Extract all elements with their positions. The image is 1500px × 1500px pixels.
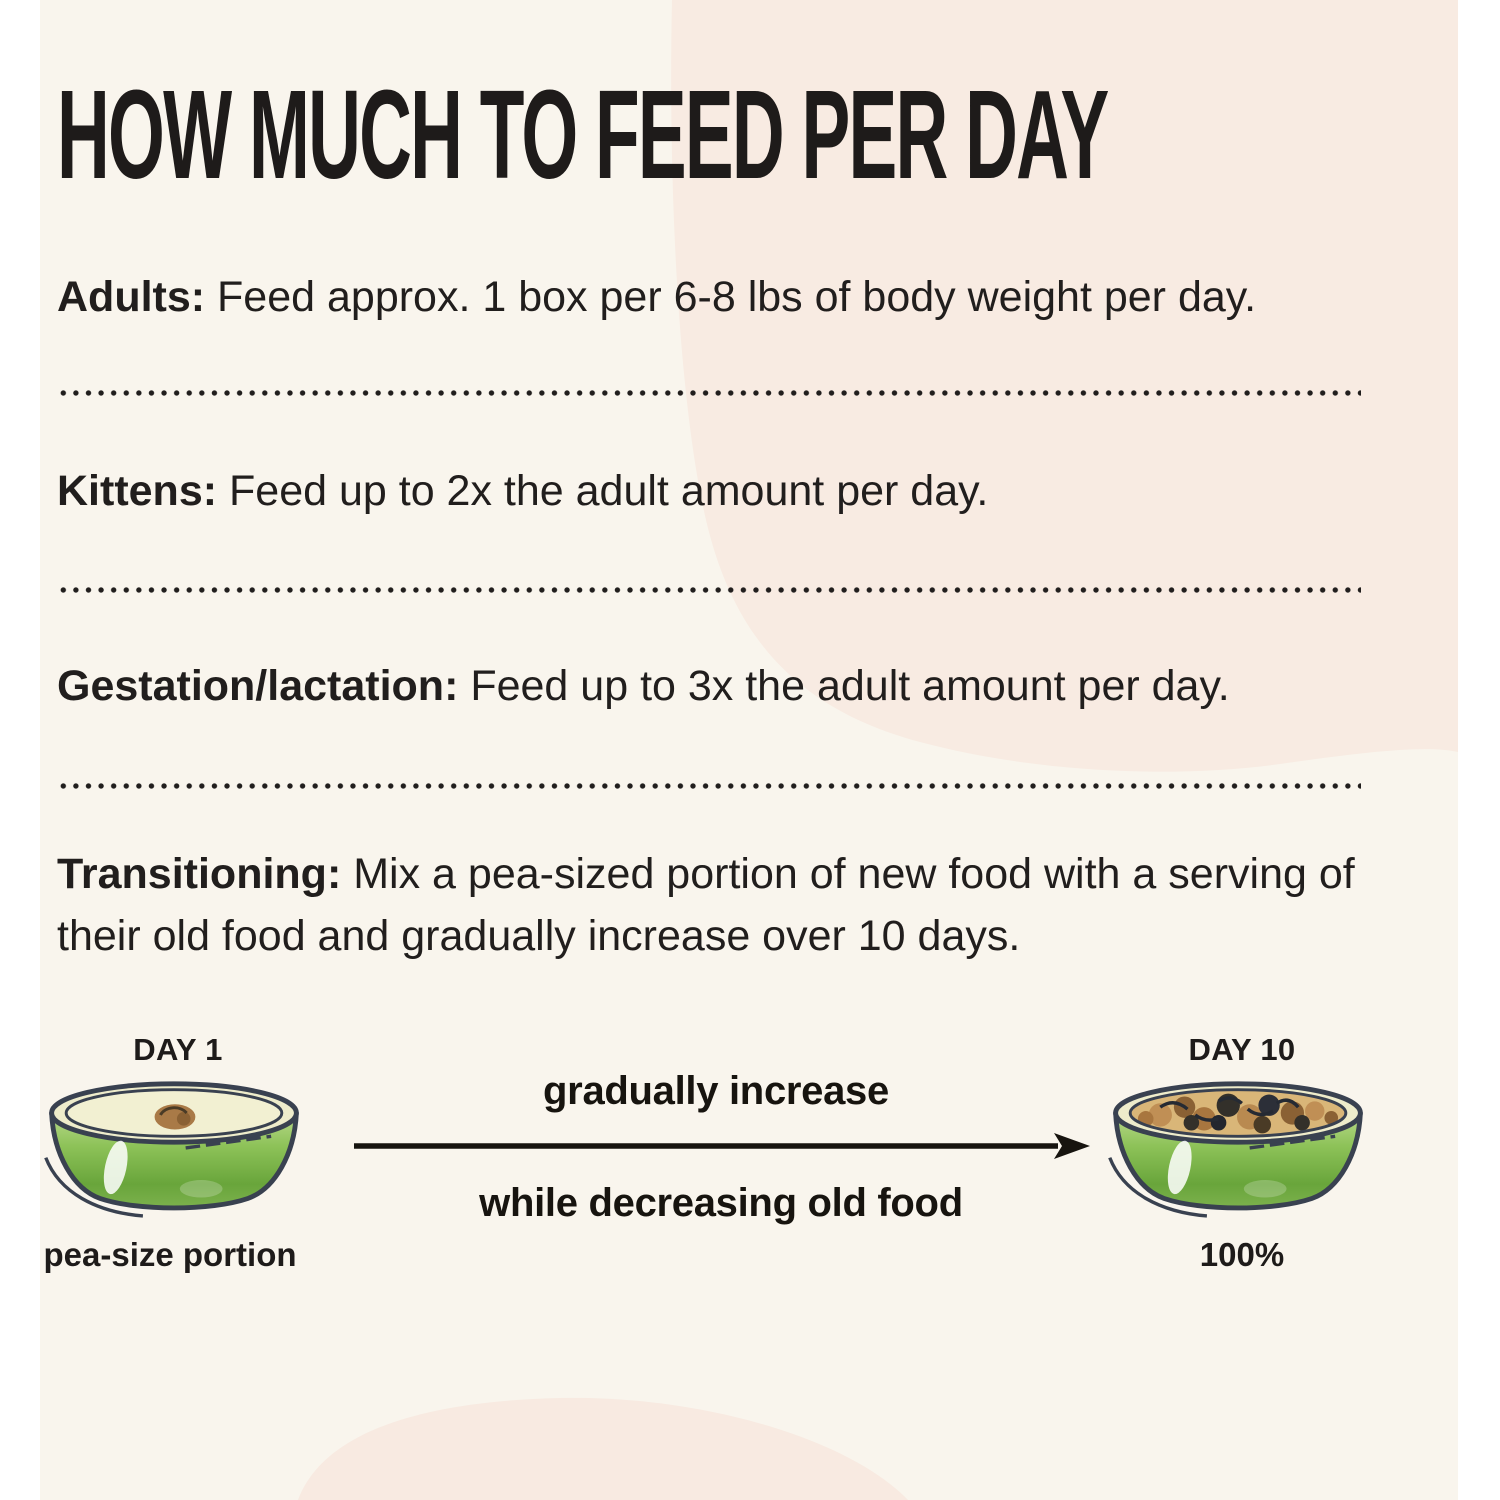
page-title: HOW MUCH TO FEED PER DAY	[57, 64, 1109, 205]
paper-background	[40, 0, 1458, 1500]
section-kittens-label: Kittens:	[57, 467, 218, 515]
arrow-bottom-label: while decreasing old food	[479, 1181, 963, 1225]
day-10-label: DAY 10	[1188, 1032, 1296, 1067]
section-adults-text: Feed approx. 1 box per 6-8 lbs of body w…	[205, 273, 1257, 321]
section-kittens-text: Feed up to 2x the adult amount per day.	[217, 467, 989, 515]
section-adults: Adults: Feed approx. 1 box per 6-8 lbs o…	[57, 266, 1397, 328]
full-portion-caption: 100%	[1199, 1236, 1285, 1273]
section-gestation: Gestation/lactation: Feed up to 3x the a…	[57, 655, 1397, 717]
day-1-label: DAY 1	[133, 1032, 223, 1067]
dotted-divider-1	[57, 390, 1361, 396]
section-transitioning: Transitioning: Mix a pea-sized portion o…	[57, 843, 1397, 967]
section-gestation-text: Feed up to 3x the adult amount per day.	[458, 662, 1230, 710]
section-kittens: Kittens: Feed up to 2x the adult amount …	[57, 460, 1397, 522]
section-transitioning-text: Mix a pea-sized portion of new food with…	[57, 850, 1355, 960]
blob-bottom	[298, 1397, 908, 1500]
bowl-full-illustration	[1108, 1081, 1363, 1218]
arrow-right-icon	[354, 1133, 1090, 1159]
pea-size-portion-caption: pea-size portion	[43, 1236, 297, 1273]
blob-top-right	[671, 0, 1458, 772]
arrow-top-label: gradually increase	[543, 1069, 889, 1113]
bowl-pea-size-portion-illustration	[44, 1081, 299, 1218]
dotted-divider-3	[57, 783, 1361, 789]
section-gestation-label: Gestation/lactation:	[57, 662, 459, 710]
section-transitioning-label: Transitioning:	[57, 850, 342, 898]
section-adults-label: Adults:	[57, 273, 206, 321]
dotted-divider-2	[57, 587, 1361, 593]
background-blobs	[298, 0, 1458, 1500]
